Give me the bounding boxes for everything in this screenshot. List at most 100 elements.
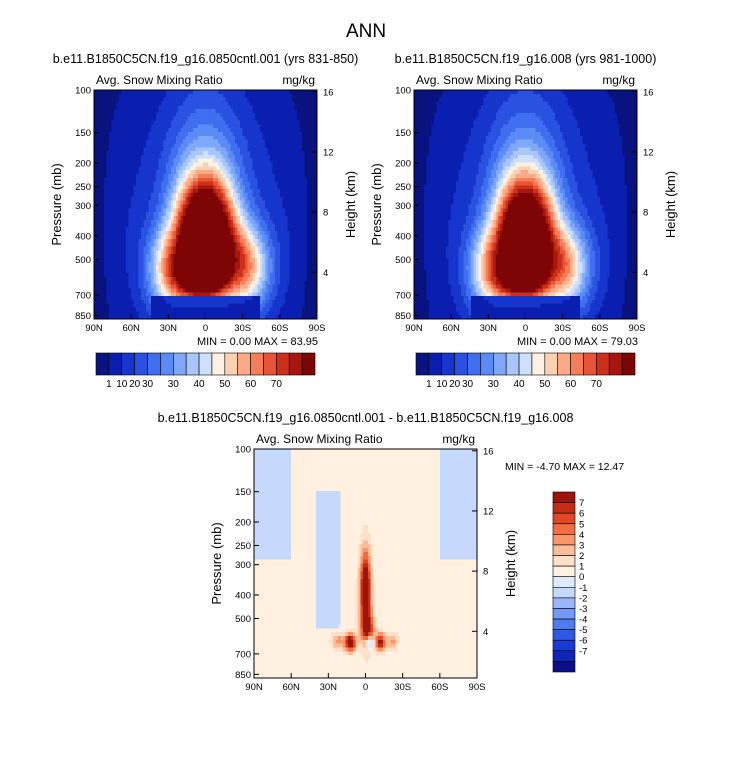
heatmap-cell xyxy=(235,120,239,125)
heatmap-cell xyxy=(106,288,110,293)
heatmap-cell xyxy=(245,151,249,156)
heatmap-cell xyxy=(190,223,194,228)
heatmap-cell xyxy=(274,273,278,278)
heatmap-cell xyxy=(240,292,244,297)
heatmap-cell xyxy=(118,227,122,232)
heatmap-cell xyxy=(257,299,261,305)
heatmap-cell xyxy=(264,116,268,121)
heatmap-cell xyxy=(190,215,194,221)
heatmap-cell xyxy=(170,299,174,305)
heatmap-cell xyxy=(175,307,179,312)
heatmap-cell xyxy=(279,90,283,95)
heatmap-cell xyxy=(210,315,214,320)
heatmap-cell xyxy=(227,296,231,301)
heatmap-cell xyxy=(267,193,271,198)
heatmap-cell xyxy=(123,131,127,137)
heatmap-cell xyxy=(203,223,206,228)
heatmap-cell xyxy=(146,235,149,240)
heatmap-cell xyxy=(284,135,288,141)
heatmap-cell xyxy=(113,200,117,205)
heatmap-cell xyxy=(173,196,177,202)
heatmap-cell xyxy=(237,112,241,118)
heatmap-cell xyxy=(121,189,125,194)
heatmap-cell xyxy=(252,139,256,144)
heatmap-cell xyxy=(146,307,149,312)
heatmap-cell xyxy=(252,170,256,175)
heatmap-cell xyxy=(284,97,288,102)
heatmap-cell xyxy=(111,158,115,163)
heatmap-cell xyxy=(131,284,135,289)
heatmap-cell xyxy=(207,109,211,114)
heatmap-cell xyxy=(225,257,229,263)
heatmap-cell xyxy=(299,124,303,129)
heatmap-cell xyxy=(106,90,110,95)
heatmap-cell xyxy=(163,196,167,202)
heatmap-cell xyxy=(173,277,177,282)
heatmap-cell xyxy=(158,303,162,308)
heatmap-cell xyxy=(183,280,187,286)
heatmap-cell xyxy=(297,116,301,121)
heatmap-cell xyxy=(98,193,102,198)
heatmap-cell xyxy=(245,105,249,110)
heatmap-cell xyxy=(136,307,139,312)
heatmap-cell xyxy=(143,105,147,110)
heatmap-cell xyxy=(279,265,283,270)
heatmap-cell xyxy=(193,120,196,125)
heatmap-cell xyxy=(185,277,189,282)
heatmap-cell xyxy=(289,170,293,175)
heatmap-cell xyxy=(185,124,189,129)
heatmap-cell xyxy=(272,154,276,160)
heatmap-cell xyxy=(190,212,194,217)
heatmap-cell xyxy=(215,189,219,194)
heatmap-cell xyxy=(287,277,291,282)
heatmap-cell xyxy=(153,215,157,221)
heatmap-cell xyxy=(257,269,261,274)
heatmap-cell xyxy=(101,250,105,255)
heatmap-cell xyxy=(195,254,199,259)
heatmap-cell xyxy=(155,181,159,186)
heatmap-cell xyxy=(116,189,120,194)
heatmap-cell xyxy=(180,231,184,236)
heatmap-cell xyxy=(193,124,196,129)
heatmap-cell xyxy=(222,284,226,289)
heatmap-cell xyxy=(106,257,110,263)
heatmap-cell xyxy=(128,292,132,297)
heatmap-cell xyxy=(279,261,283,266)
heatmap-cell xyxy=(163,246,167,251)
heatmap-cell xyxy=(173,128,177,133)
heatmap-cell xyxy=(272,124,276,129)
heatmap-cell xyxy=(230,242,234,247)
heatmap-cell xyxy=(153,177,157,182)
heatmap-cell xyxy=(282,139,286,144)
heatmap-cell xyxy=(255,166,258,171)
heatmap-cell xyxy=(123,307,127,312)
heatmap-cell xyxy=(180,170,184,175)
heatmap-cell xyxy=(185,250,189,255)
heatmap-cell xyxy=(123,257,127,263)
heatmap-cell xyxy=(121,307,125,312)
heatmap-cell xyxy=(143,120,147,125)
heatmap-cell xyxy=(116,120,120,125)
heatmap-cell xyxy=(292,261,296,266)
heatmap-cell xyxy=(198,116,201,121)
heatmap-cell xyxy=(108,151,112,156)
heatmap-cell xyxy=(150,101,154,106)
heatmap-cell xyxy=(178,131,182,137)
heatmap-cell xyxy=(230,299,234,305)
heatmap-cell xyxy=(118,181,122,186)
heatmap-cell xyxy=(262,284,266,289)
heatmap-cell xyxy=(175,303,179,308)
heatmap-cell xyxy=(272,204,276,209)
heatmap-cell xyxy=(260,235,263,240)
heatmap-cell xyxy=(141,200,144,205)
heatmap-cell xyxy=(136,170,139,175)
heatmap-cell xyxy=(257,170,261,175)
heatmap-cell xyxy=(136,177,139,182)
heatmap-cell xyxy=(190,196,194,202)
heatmap-cell xyxy=(200,292,204,297)
heatmap-cell xyxy=(178,193,182,198)
heatmap-cell xyxy=(217,193,221,198)
heatmap-cell xyxy=(121,193,125,198)
heatmap-cell xyxy=(150,177,154,182)
heatmap-cell xyxy=(212,219,216,224)
